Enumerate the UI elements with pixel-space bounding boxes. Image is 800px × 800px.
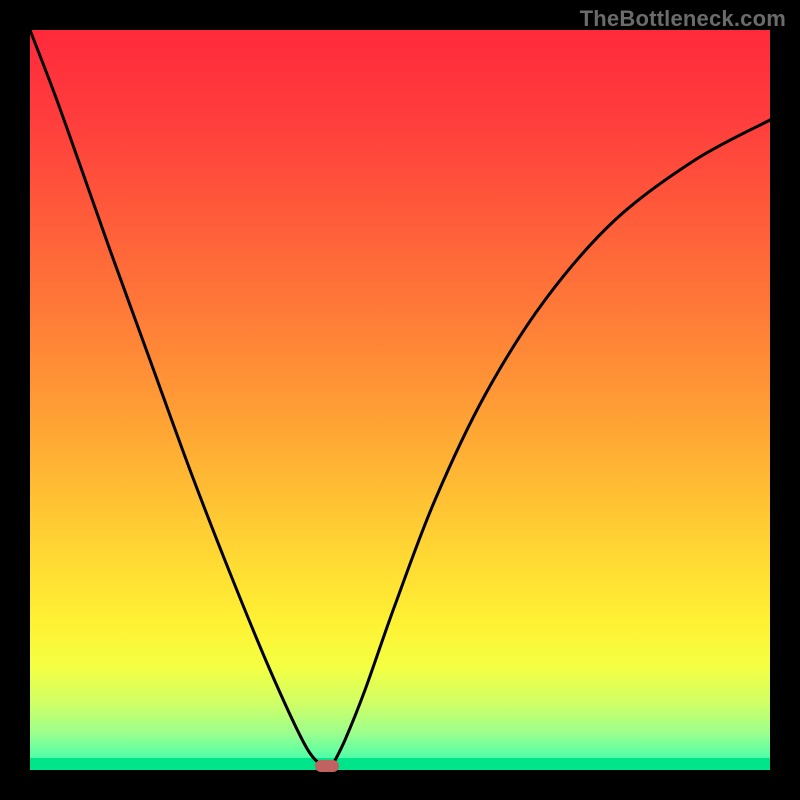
- plot-background: [30, 30, 770, 770]
- watermark-text: TheBottleneck.com: [580, 6, 786, 32]
- chart-container: TheBottleneck.com: [0, 0, 800, 800]
- bottleneck-chart: [0, 0, 800, 800]
- optimum-marker: [315, 760, 339, 772]
- bottom-green-strip: [30, 758, 770, 770]
